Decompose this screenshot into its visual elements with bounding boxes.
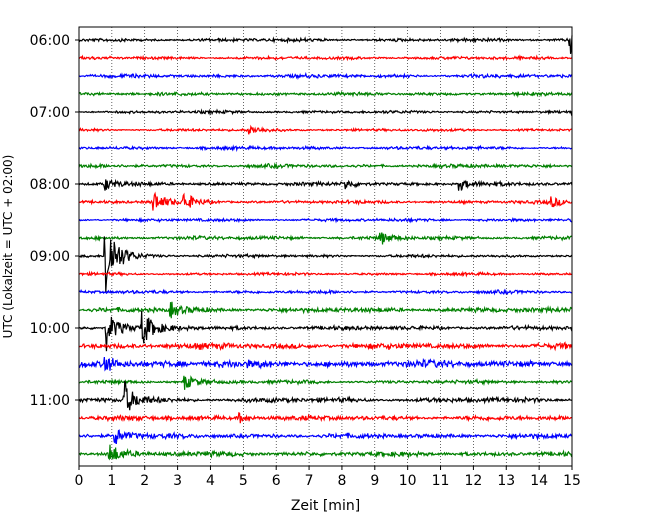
seismogram-traces [78, 35, 573, 461]
seismogram-trace-07:45 [78, 162, 573, 170]
seismogram-trace-09:00 [78, 236, 573, 293]
seismogram-trace-06:45 [78, 90, 573, 99]
seismogram-trace-06:00 [78, 35, 573, 54]
x-tick-label: 12 [464, 473, 482, 489]
seismogram-trace-08:30 [78, 216, 573, 224]
x-tick-label: 1 [107, 473, 116, 489]
x-axis-title: Zeit [min] [291, 498, 360, 514]
x-tick-label: 4 [206, 473, 215, 489]
seismogram-trace-11:30 [78, 429, 573, 445]
seismogram-trace-10:00 [78, 310, 573, 352]
seismogram-trace-08:00 [78, 178, 573, 191]
x-tick-label: 6 [272, 473, 281, 489]
x-tick-label: 14 [530, 473, 548, 489]
y-axis-ticks: 06:00 07:00 08:00 09:00 10:00 11:00 [30, 33, 79, 409]
x-tick-label: 15 [563, 473, 581, 489]
x-tick-label: 11 [432, 473, 450, 489]
y-tick-label: 08:00 [30, 177, 70, 193]
x-tick-label: 8 [337, 473, 346, 489]
seismogram-trace-09:15 [78, 270, 573, 278]
seismogram-trace-08:15 [78, 191, 573, 211]
seismogram-trace-09:30 [78, 288, 573, 296]
seismogram-trace-07:00 [78, 108, 573, 117]
x-tick-label: 0 [75, 473, 84, 489]
seismogram-trace-07:15 [78, 124, 573, 135]
seismogram-trace-10:45 [78, 375, 573, 390]
seismogram-trace-06:30 [78, 71, 573, 81]
x-tick-label: 10 [399, 473, 417, 489]
seismogram-trace-11:15 [78, 411, 573, 424]
x-tick-label: 9 [370, 473, 379, 489]
y-tick-label: 11:00 [30, 393, 70, 409]
x-tick-label: 13 [497, 473, 515, 489]
x-tick-label: 7 [305, 473, 314, 489]
y-tick-label: 07:00 [30, 105, 70, 121]
seismogram-trace-11:00 [78, 380, 573, 411]
vertical-grid [111, 27, 540, 466]
y-axis-title: UTC (Lokalzeit = UTC + 02:00) [1, 155, 15, 339]
plot-frame [78, 26, 573, 467]
x-tick-label: 2 [140, 473, 149, 489]
x-tick-label: 5 [239, 473, 248, 489]
seismogram-trace-08:45 [78, 232, 573, 245]
y-tick-label: 06:00 [30, 33, 70, 49]
y-tick-label: 10:00 [30, 321, 70, 337]
seismogram-trace-07:30 [78, 144, 573, 153]
y-tick-label: 09:00 [30, 249, 70, 265]
seismogram-trace-06:15 [78, 54, 573, 62]
seismogram-trace-10:15 [78, 341, 573, 352]
seismogram-trace-09:45 [78, 301, 573, 319]
seismogram-trace-11:45 [78, 444, 573, 461]
x-tick-label: 3 [173, 473, 182, 489]
seismogram-trace-10:30 [78, 357, 573, 372]
x-axis-ticks: 0 1 2 3 4 5 6 7 8 9 10 11 12 13 14 15 [75, 466, 581, 489]
